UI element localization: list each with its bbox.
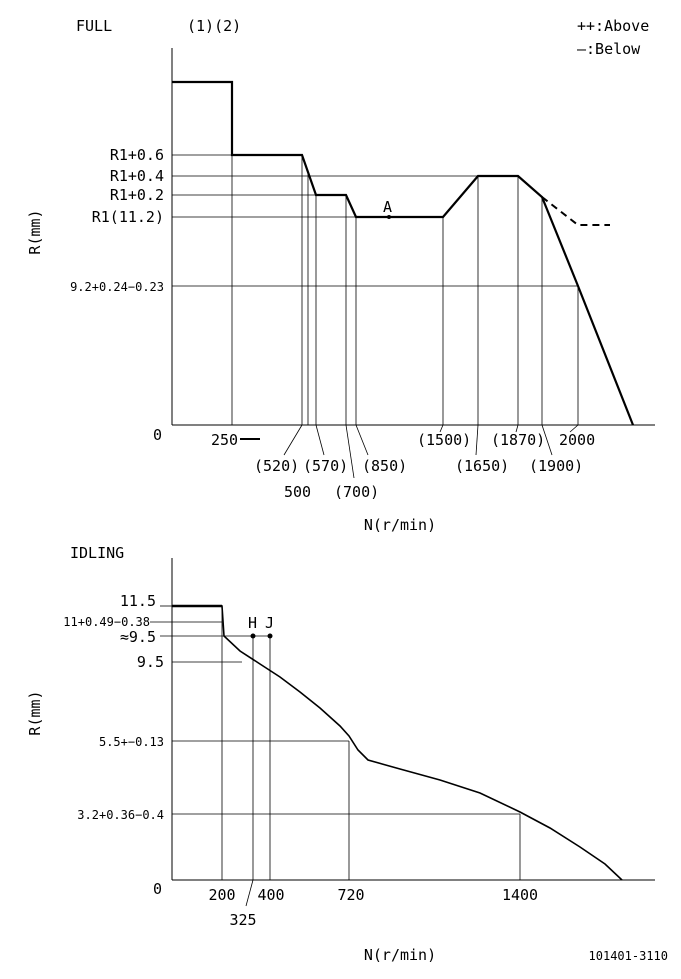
x-tick-400: 400: [257, 886, 284, 904]
point-j-marker: [267, 633, 273, 639]
y-tick-r1-plus-06: R1+0.6: [110, 146, 164, 164]
x-tick-250: 250: [211, 431, 238, 449]
leader-1650: [475, 424, 479, 456]
leader-2000: [569, 424, 579, 433]
y-tick-11-5: 11.5: [120, 592, 156, 610]
x-tick-1650: (1650): [455, 457, 509, 475]
y-tick-11: 11+0.49−0.38: [63, 615, 150, 629]
leader-570: [315, 424, 325, 456]
full-series-solid: [172, 80, 635, 426]
full-chart-title: FULL: [76, 17, 112, 35]
idling-y-axis-title: R(mm): [26, 690, 44, 735]
full-series-dashed: [541, 196, 610, 226]
leader-700: [345, 424, 355, 479]
y-tick-9-5: 9.5: [137, 653, 164, 671]
x-tick-500: 500: [284, 483, 311, 501]
idling-chart: IDLING H J 11.5 11+0.49−0.38 ≈9.5 9.5 5.…: [26, 544, 655, 964]
point-j-label: J: [265, 614, 274, 632]
full-chart: FULL (1)(2) ++:Above —:Below: [26, 17, 655, 534]
x-tick-700: (700): [334, 483, 379, 501]
legend-below: —:Below: [577, 40, 641, 58]
leader-850: [355, 424, 369, 456]
x-tick-520: (520): [254, 457, 299, 475]
point-a-marker: [387, 215, 391, 219]
x-tick-2000: 2000: [559, 431, 595, 449]
x-tick-720: 720: [337, 886, 364, 904]
idling-x-axis-title: N(r/min): [364, 946, 436, 964]
idling-series-solid: [172, 605, 623, 881]
leader-1870: [515, 424, 519, 433]
legend-above: ++:Above: [577, 17, 649, 35]
y-tick-3-2: 3.2+0.36−0.4: [77, 808, 164, 822]
x-tick-1500: (1500): [417, 431, 471, 449]
y-tick-r1-plus-02: R1+0.2: [110, 186, 164, 204]
y-tick-approx-9-5: ≈9.5: [120, 628, 156, 646]
leader-1500: [439, 424, 444, 433]
figure-id: 101401-3110: [589, 949, 668, 963]
y-tick-r1: R1(11.2): [92, 208, 164, 226]
point-h-label: H: [248, 614, 257, 632]
leader-520: [283, 424, 303, 456]
full-chart-subtitle: (1)(2): [187, 17, 241, 35]
x-tick-200: 200: [208, 886, 235, 904]
x-tick-570: (570): [303, 457, 348, 475]
x-tick-325: 325: [229, 911, 256, 929]
full-x-axis-title: N(r/min): [364, 516, 436, 534]
x-tick-1870: (1870): [491, 431, 545, 449]
y-tick-r1-plus-04: R1+0.4: [110, 167, 164, 185]
x-tick-1900: (1900): [529, 457, 583, 475]
leader-325: [245, 879, 254, 907]
x-tick-1400: 1400: [502, 886, 538, 904]
y-tick-9-2: 9.2+0.24−0.23: [70, 280, 164, 294]
point-h-marker: [250, 633, 256, 639]
leader-1900: [541, 424, 553, 456]
x-tick-850: (850): [362, 457, 407, 475]
y-tick-5-5: 5.5+−0.13: [99, 735, 164, 749]
idling-chart-title: IDLING: [70, 544, 124, 562]
full-y-axis-title: R(mm): [26, 209, 44, 254]
full-y-origin: 0: [153, 426, 162, 444]
point-a-label: A: [383, 198, 392, 216]
idling-y-origin: 0: [153, 880, 162, 898]
